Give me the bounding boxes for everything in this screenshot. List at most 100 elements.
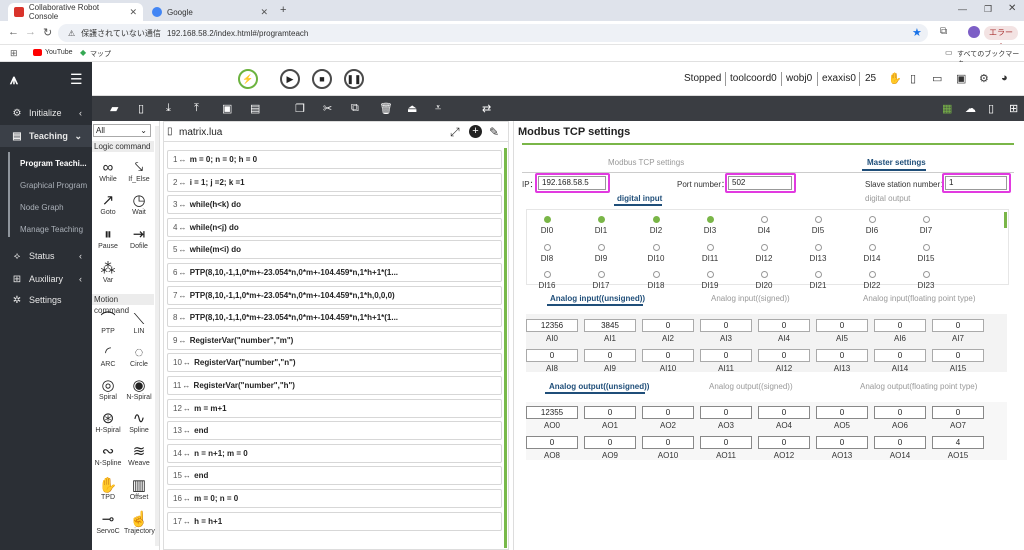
port-input[interactable]: 502 <box>728 176 792 190</box>
analog-output-value-ao13[interactable]: 0 <box>816 436 868 449</box>
analog-output-value-ao5[interactable]: 0 <box>816 406 868 419</box>
camera-icon[interactable]: ▣ <box>956 73 967 85</box>
nav-node-graph[interactable]: Node Graph <box>20 203 64 212</box>
cloud-icon[interactable]: ☁ <box>965 103 976 115</box>
tab-analog-output-float[interactable]: Analog output(floating point type) <box>860 382 978 391</box>
edit-icon[interactable]: ✎ <box>489 125 500 139</box>
cmd-weave[interactable]: ≋ Weave <box>124 443 154 467</box>
program-line[interactable]: 12↔ m = m+1 <box>167 398 502 418</box>
monitor-icon[interactable]: ▭ <box>932 73 943 85</box>
move-up-icon[interactable]: ⏏ <box>407 103 418 115</box>
tool-coordinate[interactable]: toolcoord0 <box>730 73 777 84</box>
analog-output-value-ao8[interactable]: 0 <box>526 436 578 449</box>
enable-power-button[interactable]: ⚡ <box>238 69 258 89</box>
program-line[interactable]: 7↔ PTP(8,10,-1,1,0*m+-23.054*n,0*m+-104.… <box>167 285 502 305</box>
nav-initialize[interactable]: ⚙ Initialize ‹ <box>0 103 92 123</box>
download-icon[interactable]: ⤓ <box>166 102 171 114</box>
tab-analog-output-unsigned[interactable]: Analog output((unsigned)) <box>549 382 650 391</box>
pause-button[interactable]: ❚❚ <box>344 69 364 89</box>
command-filter-select[interactable]: All ⌄ <box>93 124 151 137</box>
program-line[interactable]: 4↔ while(n<j) do <box>167 217 502 237</box>
cmd-spiral[interactable]: ◎ Spiral <box>93 377 123 401</box>
copy-icon[interactable]: ❐ <box>295 103 305 115</box>
program-line[interactable]: 16↔ m = 0; n = 0 <box>167 489 502 508</box>
bookmark-star-icon[interactable]: ★ <box>912 27 922 39</box>
program-line[interactable]: 9↔ RegisterVar("number","m") <box>167 330 502 350</box>
nav-status[interactable]: ⟡ Status ‹ <box>0 246 92 266</box>
window-close-icon[interactable]: ✕ <box>1008 3 1017 14</box>
bookmark-youtube[interactable]: YouTube <box>45 49 73 56</box>
tab-analog-input-signed[interactable]: Analog input((signed)) <box>711 294 790 303</box>
avatar[interactable] <box>968 26 980 38</box>
stop-button[interactable]: ■ <box>312 69 332 89</box>
program-line[interactable]: 17↔ h = h+1 <box>167 511 502 531</box>
tab-master-settings[interactable]: Master settings <box>867 158 926 167</box>
new-file-icon[interactable]: ▯ <box>138 103 145 115</box>
program-line[interactable]: 3↔ while(h<k) do <box>167 195 502 215</box>
upload-icon[interactable]: ⤒ <box>194 102 199 114</box>
slave-station-input[interactable]: 1 <box>945 176 1007 190</box>
restore-icon[interactable]: ❐ <box>984 4 993 14</box>
apps-grid-icon[interactable]: ⊞ <box>10 48 18 58</box>
analog-output-value-ao10[interactable]: 0 <box>642 436 694 449</box>
program-line[interactable]: 5↔ while(m<i) do <box>167 240 502 260</box>
program-line[interactable]: 13↔ end <box>167 421 502 441</box>
new-tab-icon[interactable]: + <box>280 4 287 16</box>
network-icon[interactable]: ▦ <box>942 103 953 115</box>
analog-output-value-ao15[interactable]: 4 <box>932 436 984 449</box>
program-line[interactable]: 15↔ end <box>167 466 502 486</box>
cmd-lin[interactable]: ⟍ LIN <box>124 311 154 335</box>
nav-settings[interactable]: ✲ Settings <box>0 290 92 310</box>
nav-program-teaching[interactable]: Program Teachi... <box>20 159 87 168</box>
cmd-circle[interactable]: ◌ Circle <box>124 344 154 368</box>
user-icon[interactable]: ◕ <box>1001 72 1008 84</box>
external-axis[interactable]: exaxis0 <box>822 73 856 84</box>
analog-output-value-ao4[interactable]: 0 <box>758 406 810 419</box>
analog-output-value-ao6[interactable]: 0 <box>874 406 926 419</box>
program-line[interactable]: 14↔ n = n+1; m = 0 <box>167 443 502 463</box>
analog-output-value-ao2[interactable]: 0 <box>642 406 694 419</box>
reload-icon[interactable]: ↻ <box>43 27 53 39</box>
cmd-offset[interactable]: ▥ Offset <box>124 477 154 501</box>
tab-robot-console[interactable]: Collaborative Robot Console ✕ <box>8 3 143 21</box>
run-button[interactable]: ▶ <box>280 69 300 89</box>
delete-icon[interactable]: 🗑 <box>379 103 393 115</box>
workpiece-coordinate[interactable]: wobj0 <box>786 73 813 84</box>
analog-output-value-ao11[interactable]: 0 <box>700 436 752 449</box>
teach-pendant-icon[interactable]: ▯ <box>910 73 917 85</box>
analog-output-value-ao0[interactable]: 12355 <box>526 406 578 419</box>
hand-mode-icon[interactable]: ✋ <box>888 73 902 85</box>
cmd-ptp[interactable]: ⌒ PTP <box>93 311 123 335</box>
cmd-wait[interactable]: ◷ Wait <box>124 192 154 216</box>
speed-value[interactable]: 25 <box>865 73 877 84</box>
cmd-trajectory[interactable]: ☝ Trajectory <box>124 511 155 535</box>
expand-icon[interactable]: ⤢ <box>450 125 460 139</box>
tab-digital-input[interactable]: digital input <box>617 194 663 203</box>
nav-graphical-program[interactable]: Graphical Program <box>20 181 88 190</box>
minimize-icon[interactable]: — <box>958 4 967 14</box>
robot-arm-icon[interactable]: ⚙ <box>979 73 989 85</box>
close-icon[interactable]: ✕ <box>129 6 137 17</box>
tab-digital-output[interactable]: digital output <box>865 194 911 203</box>
analog-output-value-ao9[interactable]: 0 <box>584 436 636 449</box>
tab-analog-input-float[interactable]: Analog input(floating point type) <box>863 294 976 303</box>
cmd-spline[interactable]: ∿ Spline <box>124 410 154 434</box>
nav-auxiliary[interactable]: ⊞ Auxiliary ‹ <box>0 269 92 289</box>
cmd-n-spline[interactable]: ∾ N-Spline <box>93 443 123 467</box>
cmd-while[interactable]: ∞ While <box>93 159 123 183</box>
tab-modbus-tcp[interactable]: Modbus TCP settings <box>608 158 685 167</box>
bookmark-maps[interactable]: マップ <box>90 51 111 58</box>
program-line[interactable]: 1↔ m = 0; n = 0; h = 0 <box>167 150 502 169</box>
url-field[interactable]: ⚠ 保護されていない通信 192.168.58.2/index.html#/pr… <box>58 24 928 42</box>
cmd-pause[interactable]: ⏸ Pause <box>93 226 123 250</box>
cmd-arc[interactable]: ◜ ARC <box>93 344 123 368</box>
cmd-tpd[interactable]: ✋ TPD <box>93 477 123 501</box>
back-icon[interactable]: ← <box>8 26 19 38</box>
extensions-icon[interactable]: ⧉ <box>940 26 948 37</box>
save-icon[interactable]: ▣ <box>222 103 233 115</box>
save-as-icon[interactable]: ▤ <box>250 103 261 115</box>
add-line-icon[interactable]: + <box>469 125 482 138</box>
cmd-dofile[interactable]: ⇥ Dofile <box>124 226 154 250</box>
close-icon[interactable]: ✕ <box>260 6 268 17</box>
palette-scrollbar[interactable] <box>155 126 159 546</box>
